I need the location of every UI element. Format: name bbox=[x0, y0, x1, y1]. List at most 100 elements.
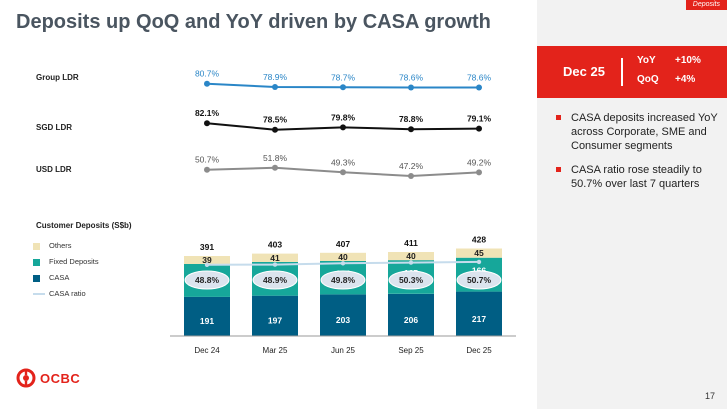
usd-ldr-data-label: 51.8% bbox=[263, 153, 288, 163]
others-bar-label: 40 bbox=[406, 251, 416, 261]
total-label: 407 bbox=[336, 239, 350, 249]
casa-bar-label: 206 bbox=[404, 315, 418, 325]
others-bar bbox=[252, 253, 298, 262]
sgd-ldr-point bbox=[204, 120, 210, 127]
casa-bar-label: 191 bbox=[200, 316, 214, 326]
kpi-qoq-value: +4% bbox=[675, 74, 696, 85]
casa-ratio-label: 50.7% bbox=[467, 275, 492, 285]
usd-ldr-point bbox=[340, 169, 346, 176]
sgd-ldr-point bbox=[272, 126, 278, 133]
casa-ratio-point bbox=[204, 262, 210, 267]
legend-title: Customer Deposits (S$b) bbox=[36, 221, 132, 230]
usd-ldr-point bbox=[476, 169, 482, 176]
bullet-square-icon bbox=[556, 115, 561, 120]
casa-ratio-label: 49.8% bbox=[331, 275, 356, 285]
group-ldr-data-label: 78.9% bbox=[263, 72, 288, 82]
legend-item-casa: CASA bbox=[33, 273, 99, 289]
others-bar-label: 39 bbox=[202, 255, 212, 265]
usd-ldr-point bbox=[272, 164, 278, 171]
sgd-ldr-data-label: 78.8% bbox=[399, 114, 424, 124]
x-axis-tick-label: Sep 25 bbox=[398, 346, 424, 355]
casa-ratio-badge bbox=[456, 270, 502, 290]
slide-title: Deposits up QoQ and YoY driven by CASA g… bbox=[16, 11, 491, 33]
total-label: 403 bbox=[268, 240, 282, 250]
others-bar bbox=[456, 248, 502, 258]
casa-bar bbox=[320, 294, 366, 336]
casa-ratio-point bbox=[340, 261, 346, 266]
casa-bar bbox=[388, 293, 434, 336]
casa-bar-label: 197 bbox=[268, 316, 282, 326]
usd-ldr-point bbox=[408, 173, 414, 179]
legend-item-casa-ratio: CASA ratio bbox=[33, 289, 99, 305]
usd-ldr-data-label: 47.2% bbox=[399, 161, 424, 171]
others-bar bbox=[320, 252, 366, 261]
casa-bar bbox=[252, 295, 298, 336]
usd-ldr-data-label: 50.7% bbox=[195, 155, 220, 165]
fixed-deposits-swatch-icon bbox=[33, 259, 40, 266]
kpi-box: Dec 25 YoY +10% QoQ +4% bbox=[537, 46, 727, 98]
group-ldr-data-label: 78.6% bbox=[467, 73, 492, 83]
bullet-square-icon bbox=[556, 167, 561, 172]
group-ldr-point bbox=[408, 84, 414, 91]
kpi-divider bbox=[621, 58, 623, 86]
casa-ratio-label: 48.9% bbox=[263, 275, 288, 285]
kpi-qoq: QoQ +4% bbox=[637, 74, 695, 85]
casa-ratio-point bbox=[272, 262, 278, 267]
sgd-ldr-point bbox=[408, 126, 414, 133]
group-ldr-label: Group LDR bbox=[36, 73, 79, 82]
section-tag: Deposits bbox=[685, 0, 727, 10]
others-bar bbox=[184, 256, 230, 264]
kpi-qoq-label: QoQ bbox=[637, 74, 659, 85]
commentary-list: CASA deposits increased YoY across Corpo… bbox=[556, 111, 721, 201]
usd-ldr-point bbox=[204, 166, 210, 173]
page-number: 17 bbox=[705, 391, 716, 401]
others-bar-label: 40 bbox=[338, 252, 348, 262]
casa-ratio-badge bbox=[184, 270, 230, 290]
group-ldr-data-label: 80.7% bbox=[195, 69, 220, 79]
sgd-ldr-point bbox=[476, 125, 482, 132]
legend-item-fixed-deposits: Fixed Deposits bbox=[33, 257, 99, 273]
total-label: 391 bbox=[200, 242, 214, 252]
others-bar-label: 45 bbox=[474, 248, 484, 258]
sgd-ldr-point bbox=[340, 124, 346, 131]
logo-text: OCBC bbox=[40, 370, 81, 386]
ocbc-logo: OCBC bbox=[16, 368, 80, 388]
commentary-bullet: CASA ratio rose steadily to 50.7% over l… bbox=[556, 163, 721, 191]
casa-bar-label: 217 bbox=[472, 314, 486, 324]
group-ldr-point bbox=[204, 80, 210, 87]
legend-item-others: Others bbox=[33, 241, 99, 257]
x-axis-tick-label: Jun 25 bbox=[331, 346, 356, 355]
group-ldr-point bbox=[272, 84, 278, 90]
casa-bar bbox=[456, 291, 502, 336]
casa-swatch-icon bbox=[33, 275, 40, 282]
x-axis-tick-label: Mar 25 bbox=[263, 346, 288, 355]
kpi-period: Dec 25 bbox=[563, 64, 605, 79]
others-bar bbox=[388, 252, 434, 261]
casa-bar bbox=[184, 296, 230, 336]
chart-legend: Others Fixed Deposits CASA CASA ratio bbox=[33, 241, 99, 305]
usd-ldr-data-label: 49.3% bbox=[331, 157, 356, 167]
casa-bar-label: 203 bbox=[336, 315, 350, 325]
casa-ratio-badge bbox=[252, 270, 298, 290]
total-label: 411 bbox=[404, 238, 418, 248]
x-axis-tick-label: Dec 25 bbox=[466, 346, 492, 355]
casa-ratio-point bbox=[408, 260, 414, 265]
usd-ldr-label: USD LDR bbox=[36, 165, 72, 174]
group-ldr-data-label: 78.6% bbox=[399, 73, 424, 83]
ocbc-logo-icon bbox=[16, 368, 36, 388]
casa-ratio-point bbox=[476, 259, 482, 265]
casa-ratio-label: 48.8% bbox=[195, 275, 220, 285]
sgd-ldr-data-label: 82.1% bbox=[195, 108, 220, 118]
kpi-yoy: YoY +10% bbox=[637, 55, 701, 66]
casa-ratio-line-icon bbox=[33, 293, 45, 295]
casa-ratio-badge bbox=[320, 270, 366, 290]
group-ldr-point bbox=[476, 84, 482, 91]
sgd-ldr-data-label: 79.8% bbox=[331, 112, 356, 122]
sgd-ldr-data-label: 79.1% bbox=[467, 114, 492, 124]
group-ldr-data-label: 78.7% bbox=[331, 72, 356, 82]
kpi-yoy-value: +10% bbox=[675, 55, 701, 66]
commentary-bullet: CASA deposits increased YoY across Corpo… bbox=[556, 111, 721, 153]
casa-ratio-label: 50.3% bbox=[399, 275, 424, 285]
others-bar-label: 41 bbox=[270, 253, 280, 263]
